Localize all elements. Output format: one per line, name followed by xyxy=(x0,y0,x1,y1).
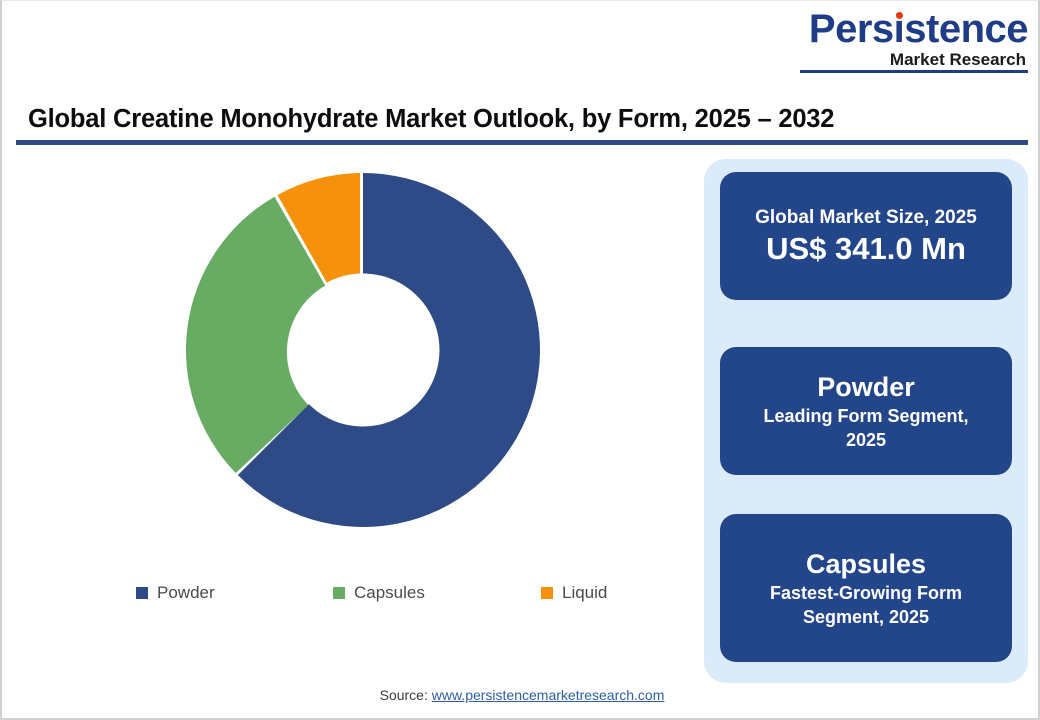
donut-slice-powder[interactable] xyxy=(237,173,540,527)
donut-chart xyxy=(178,165,548,535)
legend-swatch-capsules xyxy=(333,587,345,599)
highlight-card-fastest-growing-segment[interactable]: Capsules Fastest-Growing Form Segment, 2… xyxy=(720,514,1012,662)
leading-segment-name: Powder xyxy=(817,372,915,402)
title-divider xyxy=(16,140,1028,145)
logo-tagline: Market Research xyxy=(889,50,1026,69)
chart-legend: Powder Capsules Liquid xyxy=(136,583,636,613)
chart-region: Powder Capsules Liquid xyxy=(16,151,686,631)
legend-label-liquid: Liquid xyxy=(562,583,608,602)
source-prefix: Source: xyxy=(379,687,428,703)
logo-wordmark: Persistence xyxy=(808,7,1029,51)
donut-chart-svg xyxy=(185,173,540,527)
market-size-value: US$ 341.0 Mn xyxy=(766,230,966,266)
fastest-growing-segment-label: Fastest-Growing Form Segment, 2025 xyxy=(769,583,962,627)
legend-item-liquid[interactable]: Liquid xyxy=(541,583,607,603)
company-logo: Persistence Market Research xyxy=(798,7,1029,73)
logo-underline-rule xyxy=(800,70,1028,73)
legend-item-capsules[interactable]: Capsules xyxy=(333,583,425,603)
legend-label-powder: Powder xyxy=(157,583,215,602)
highlights-panel: Global Market Size, 2025 US$ 341.0 Mn Po… xyxy=(704,159,1028,683)
logo-dot-icon xyxy=(896,12,903,19)
highlight-card-market-size[interactable]: Global Market Size, 2025 US$ 341.0 Mn xyxy=(720,172,1012,300)
legend-label-capsules: Capsules xyxy=(354,583,425,602)
highlight-card-leading-segment[interactable]: Powder Leading Form Segment, 2025 xyxy=(720,347,1012,475)
source-line: Source: www.persistencemarketresearch.co… xyxy=(2,687,1040,703)
market-size-label: Global Market Size, 2025 xyxy=(755,206,977,228)
legend-swatch-liquid xyxy=(541,587,553,599)
source-url-link[interactable]: www.persistencemarketresearch.com xyxy=(431,687,665,703)
page-title: Global Creatine Monohydrate Market Outlo… xyxy=(28,105,835,133)
donut-slice-liquid[interactable] xyxy=(277,173,361,283)
donut-slice-capsules[interactable] xyxy=(185,196,326,474)
fastest-growing-segment-name: Capsules xyxy=(805,549,927,579)
leading-segment-label: Leading Form Segment, 2025 xyxy=(763,406,969,450)
legend-swatch-powder xyxy=(136,587,148,599)
legend-item-powder[interactable]: Powder xyxy=(136,583,215,603)
